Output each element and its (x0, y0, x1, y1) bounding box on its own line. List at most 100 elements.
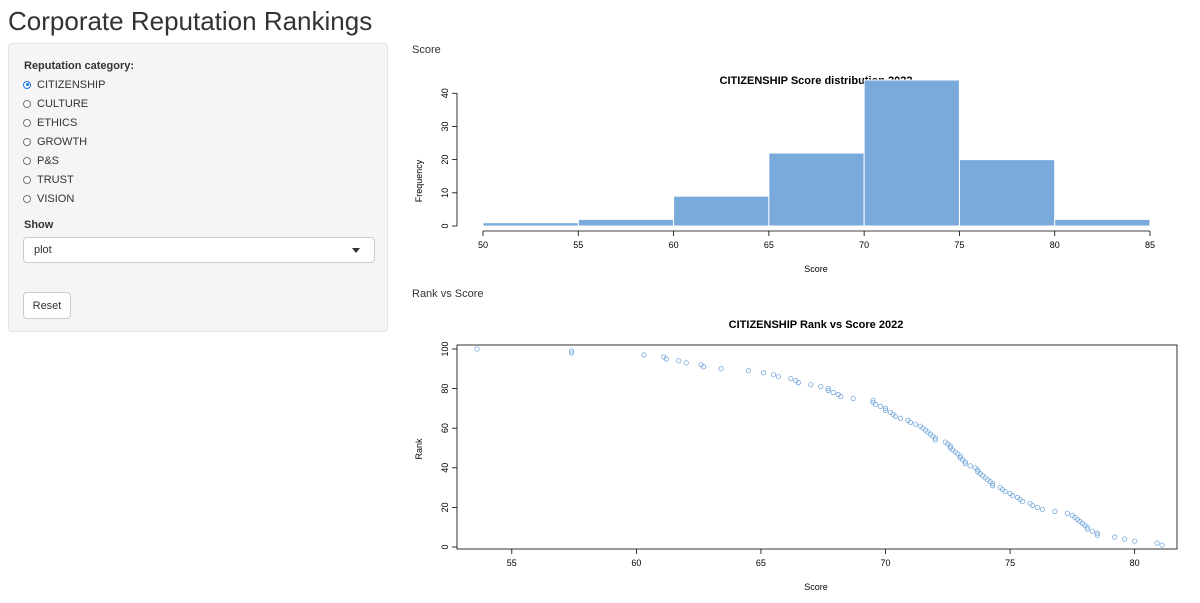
x-tick-label: 80 (1130, 558, 1140, 568)
y-tick-label: 80 (440, 384, 450, 394)
scatter-point (808, 382, 814, 388)
scatter-point (1009, 492, 1016, 499)
radio-ethics[interactable]: ETHICS (23, 113, 105, 132)
scatter-point (795, 380, 801, 386)
scatter-point (850, 395, 856, 402)
radio-culture[interactable]: CULTURE (23, 94, 105, 113)
x-tick-label: 55 (507, 558, 517, 568)
scatter-point (1094, 532, 1100, 538)
y-tick-label: 10 (440, 188, 450, 198)
plot-frame (456, 344, 1178, 550)
scatter-point (957, 453, 963, 459)
radio-label: CITIZENSHIP (37, 78, 106, 91)
scatter-point (932, 437, 938, 443)
score-section-label: Score (412, 44, 441, 56)
show-label: Show (24, 219, 54, 231)
scatter-point (870, 397, 876, 404)
scatter-point (825, 385, 831, 392)
scatter-point (967, 463, 973, 469)
radio-growth[interactable]: GROWTH (23, 132, 105, 151)
scatter-point (701, 364, 707, 370)
scatter-point (683, 360, 689, 366)
x-tick-label: 75 (954, 240, 964, 250)
scatter-point (892, 413, 899, 419)
scatter-point (663, 356, 669, 362)
histogram-bar (768, 152, 865, 227)
radio-label: VISION (37, 192, 75, 205)
scatter-point (569, 350, 575, 356)
radio-label: TRUST (37, 173, 74, 186)
scatter-point (830, 389, 836, 396)
app-title: Corporate Reputation Rankings (8, 6, 373, 36)
caret-down-icon (352, 248, 360, 253)
reset-button[interactable]: Reset (23, 292, 71, 319)
y-tick-label: 60 (440, 423, 450, 433)
radio-label: ETHICS (37, 116, 78, 129)
rank-vs-score-scatter: CITIZENSHIP Rank vs Score 2022 Score Ran… (414, 319, 1178, 592)
histogram-bar (958, 159, 1056, 227)
y-tick-label: 40 (440, 88, 450, 98)
y-axis-label: Rank (414, 438, 424, 460)
chart-title: CITIZENSHIP Rank vs Score 2022 (729, 319, 904, 331)
scatter-point (962, 459, 968, 465)
radio-label: GROWTH (37, 135, 88, 148)
scatter-point (1094, 530, 1100, 536)
radio-vision[interactable]: VISION (23, 189, 105, 208)
radio-button[interactable] (23, 194, 31, 203)
scatter-point (718, 366, 724, 372)
scatter-point (1002, 488, 1008, 495)
radio-button[interactable] (23, 137, 31, 146)
scatter-point (770, 372, 777, 378)
x-tick-label: 50 (478, 240, 488, 250)
radio-ps[interactable]: P&S (23, 151, 105, 170)
radio-button[interactable] (23, 175, 31, 184)
scatter-point (1029, 502, 1036, 509)
scatter-point (882, 405, 889, 411)
scatter-point (962, 461, 968, 467)
scatter-point (775, 374, 781, 380)
x-tick-label: 55 (573, 240, 583, 250)
x-tick-label: 85 (1145, 240, 1155, 250)
radio-trust[interactable]: TRUST (23, 170, 105, 189)
scatter-point (872, 401, 879, 408)
x-tick-label: 70 (881, 558, 891, 568)
scatter-point (1019, 498, 1026, 505)
y-tick-label: 0 (440, 545, 450, 550)
radio-label: P&S (37, 154, 60, 167)
radio-button[interactable] (23, 118, 31, 127)
y-tick-label: 0 (440, 223, 450, 228)
scatter-point (676, 358, 682, 364)
x-tick-label: 75 (1005, 558, 1015, 568)
radio-button[interactable] (23, 80, 31, 89)
scatter-point (641, 352, 647, 358)
histogram-bar (863, 79, 960, 227)
show-select-value: plot (34, 244, 52, 256)
scatter-point (1089, 528, 1095, 534)
score-histogram: CITIZENSHIP Score distribution 2022 Scor… (414, 75, 1155, 274)
y-axis-label: Frequency (414, 159, 424, 202)
radio-button[interactable] (23, 156, 31, 165)
scatter-point (745, 368, 752, 374)
scatter-point (1039, 506, 1046, 512)
histogram-bar (1054, 218, 1151, 227)
scatter-point (907, 419, 914, 425)
radio-button[interactable] (23, 99, 31, 108)
scatter-point (1064, 510, 1070, 516)
scatter-point (1052, 508, 1058, 514)
show-select[interactable]: plot (23, 237, 375, 263)
x-tick-label: 65 (756, 558, 766, 568)
radio-label: CULTURE (37, 97, 89, 110)
y-tick-label: 100 (440, 341, 450, 356)
scatter-point (1112, 534, 1118, 540)
y-tick-label: 30 (440, 121, 450, 131)
scatter-point (1084, 524, 1090, 530)
category-label: Reputation category: (24, 60, 135, 72)
histogram-bar (673, 195, 770, 227)
radio-citizenship[interactable]: CITIZENSHIP (23, 75, 105, 94)
y-tick-label: 20 (440, 155, 450, 165)
histogram-bar (482, 222, 579, 227)
x-tick-label: 65 (764, 240, 774, 250)
scatter-point (825, 387, 831, 394)
scatter-point (1132, 538, 1138, 544)
scatter-point (947, 443, 953, 449)
